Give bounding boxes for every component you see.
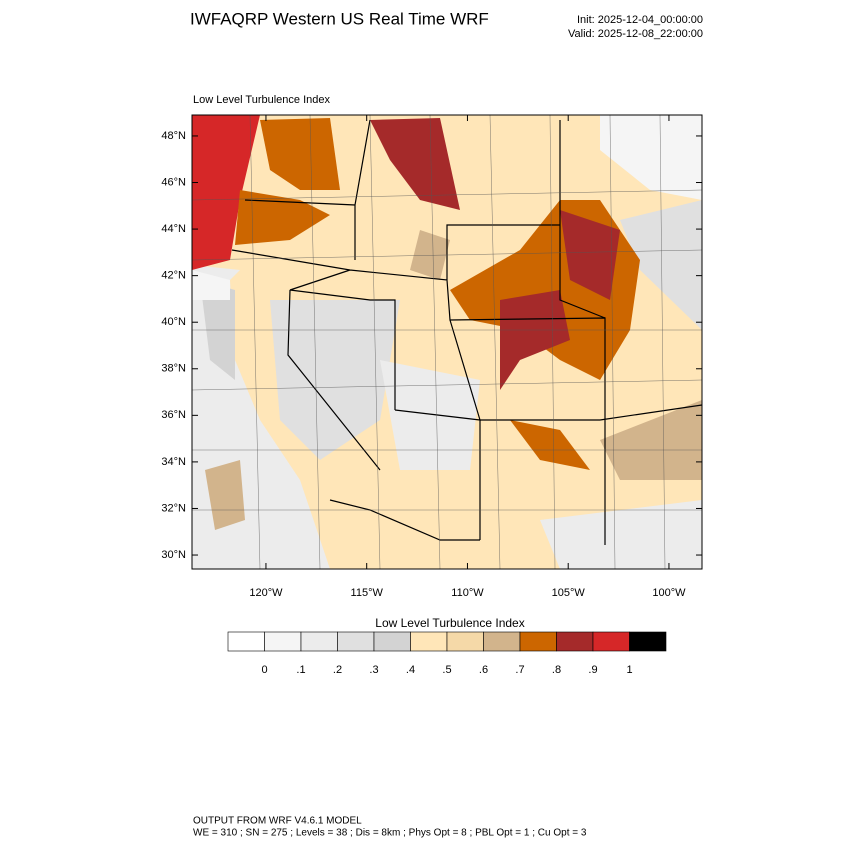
init-time: Init: 2025-12-04_00:00:00 [577, 14, 703, 26]
lat-label: 30°N [161, 549, 186, 561]
lat-label: 38°N [161, 363, 186, 375]
lat-label: 48°N [161, 130, 186, 142]
colorbar-box [227, 631, 265, 652]
colorbar-box [483, 631, 521, 652]
colorbar-box [410, 631, 448, 652]
map-field [192, 115, 702, 569]
colorbar-label: 1 [626, 664, 632, 676]
colorbar-label: .3 [369, 664, 378, 676]
colorbar-box [592, 631, 630, 652]
lon-label: 105°W [552, 587, 586, 599]
title: IWFAQRP Western US Real Time WRF [190, 9, 489, 28]
colorbar-label: .1 [296, 664, 305, 676]
colorbar-label: .2 [333, 664, 342, 676]
map-frame [191, 114, 703, 570]
lon-label: 120°W [249, 587, 283, 599]
lon-label: 110°W [451, 587, 484, 599]
lon-label: 100°W [652, 587, 686, 599]
colorbar-title: Low Level Turbulence Index [375, 616, 524, 630]
colorbar-box [300, 631, 338, 652]
colorbar-box [337, 631, 375, 652]
colorbar-box [264, 631, 302, 652]
colorbar-label: .7 [515, 664, 524, 676]
colorbar-label: .6 [479, 664, 488, 676]
footer-line: OUTPUT FROM WRF V4.6.1 MODEL [193, 816, 362, 827]
lon-label: 115°W [351, 587, 384, 599]
colorbar-label: .8 [552, 664, 561, 676]
colorbar-box [556, 631, 594, 652]
lat-label: 32°N [161, 502, 186, 514]
lat-label: 44°N [161, 223, 186, 235]
lat-label: 34°N [161, 456, 186, 468]
map-subtitle: Low Level Turbulence Index [193, 94, 330, 106]
lat-label: 42°N [161, 270, 186, 282]
lat-label: 40°N [161, 316, 186, 328]
colorbar-box [519, 631, 557, 652]
lat-label: 36°N [161, 409, 186, 421]
colorbar-box [373, 631, 411, 652]
footer-line: WE = 310 ; SN = 275 ; Levels = 38 ; Dis … [193, 828, 587, 839]
colorbar-label: 0 [261, 664, 267, 676]
colorbar-label: .9 [588, 664, 597, 676]
colorbar-box [629, 631, 667, 652]
colorbar-label: .5 [442, 664, 451, 676]
lat-label: 46°N [161, 176, 186, 188]
colorbar-box [446, 631, 484, 652]
valid-time: Valid: 2025-12-08_22:00:00 [568, 28, 703, 40]
colorbar-label: .4 [406, 664, 415, 676]
